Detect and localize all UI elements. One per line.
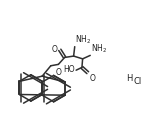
- Text: O: O: [55, 68, 61, 77]
- Text: O: O: [52, 45, 58, 54]
- Text: NH$_2$: NH$_2$: [75, 33, 91, 46]
- Text: HO: HO: [64, 65, 75, 74]
- Text: Cl: Cl: [134, 77, 142, 86]
- Text: H: H: [127, 74, 133, 83]
- Text: O: O: [89, 74, 95, 83]
- Text: NH$_2$: NH$_2$: [91, 42, 107, 55]
